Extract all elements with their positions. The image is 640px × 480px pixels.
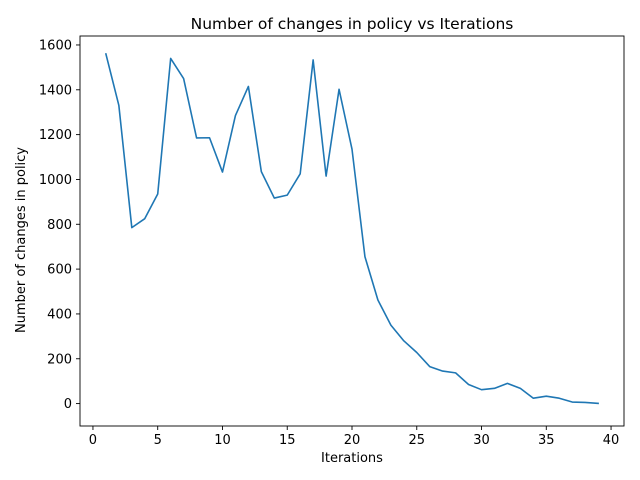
x-axis-label: Iterations bbox=[321, 451, 383, 466]
y-tick-label: 1600 bbox=[39, 38, 72, 53]
x-tick-label: 20 bbox=[344, 433, 361, 448]
y-axis-ticks: 0 200 400 600 800 1000 1200 1400 1600 bbox=[39, 38, 80, 412]
y-tick-label: 1400 bbox=[39, 83, 72, 98]
y-tick-label: 800 bbox=[47, 218, 72, 233]
x-tick-label: 40 bbox=[603, 433, 620, 448]
axes-frame bbox=[79, 35, 625, 427]
x-tick-label: 25 bbox=[408, 433, 425, 448]
chart-title: Number of changes in policy vs Iteration… bbox=[191, 15, 514, 33]
x-tick-label: 15 bbox=[279, 433, 296, 448]
x-tick-label: 30 bbox=[473, 433, 490, 448]
x-tick-label: 0 bbox=[89, 433, 97, 448]
x-tick-label: 35 bbox=[538, 433, 555, 448]
y-tick-label: 600 bbox=[47, 263, 72, 278]
x-tick-label: 10 bbox=[214, 433, 231, 448]
y-axis-label: Number of changes in policy bbox=[14, 147, 29, 333]
y-tick-label: 0 bbox=[64, 397, 72, 412]
series-line-0 bbox=[104, 52, 599, 405]
y-tick-label: 1000 bbox=[39, 173, 72, 188]
y-tick-label: 400 bbox=[47, 307, 72, 322]
y-tick-label: 200 bbox=[47, 352, 72, 367]
plot-area bbox=[79, 35, 625, 427]
y-tick-label: 1200 bbox=[39, 128, 72, 143]
x-tick-label: 5 bbox=[154, 433, 162, 448]
x-axis-ticks: 0 5 10 15 20 25 30 35 40 bbox=[89, 426, 620, 448]
